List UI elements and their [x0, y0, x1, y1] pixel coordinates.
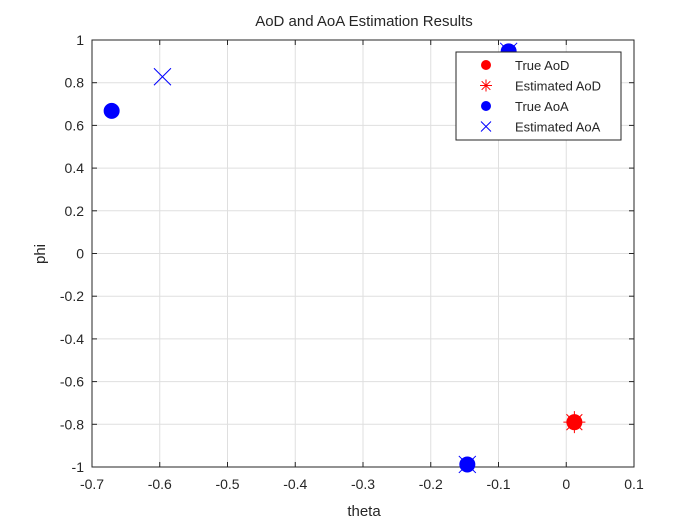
legend-marker-estimated-aod	[480, 79, 492, 92]
x-axis-label: theta	[347, 503, 381, 520]
x-tick-label: -0.5	[215, 476, 239, 492]
legend-label: True AoA	[515, 99, 569, 114]
point-estimated-aod	[563, 411, 586, 434]
y-tick-label: -1	[72, 459, 85, 475]
y-tick-label: 0.4	[65, 160, 85, 176]
y-tick-label: 0.6	[65, 117, 85, 133]
legend-marker-estimated-aoa	[480, 121, 492, 132]
legend-marker-true-aoa	[481, 101, 491, 111]
axes	[91, 39, 635, 468]
legend-label: Estimated AoD	[515, 79, 601, 94]
y-tick-label: -0.6	[60, 374, 84, 390]
grid	[91, 39, 635, 468]
legend-label: Estimated AoA	[515, 120, 601, 135]
chart-title: AoD and AoA Estimation Results	[255, 13, 473, 30]
y-tick-label: -0.2	[60, 288, 84, 304]
x-tick-label: 0	[562, 476, 570, 492]
y-axis-label: phi	[32, 244, 49, 264]
x-tick-label: -0.3	[351, 476, 375, 492]
y-tick-label: 1	[76, 32, 84, 48]
x-tick-label: 0.1	[624, 476, 644, 492]
axes-box	[91, 39, 635, 468]
tick-labels: -0.7 -0.6 -0.5 -0.4 -0.3 -0.2 -0.1 0 0.1 1 0.8 0.6 0…	[60, 32, 644, 492]
point-true-aoa	[103, 102, 120, 119]
point-estimated-aoa	[458, 455, 477, 474]
legend-marker-true-aod	[481, 60, 491, 70]
y-tick-label: 0	[76, 246, 84, 262]
y-tick-label: -0.8	[60, 416, 84, 432]
x-tick-label: -0.7	[80, 476, 104, 492]
y-tick-label: -0.4	[60, 331, 84, 347]
x-tick-label: -0.4	[283, 476, 307, 492]
x-tick-label: -0.2	[419, 476, 443, 492]
x-tick-label: -0.6	[148, 476, 172, 492]
legend: True AoD Estimated AoD True AoA Estimated A…	[455, 51, 622, 141]
point-estimated-aoa	[153, 67, 172, 86]
y-tick-label: 0.2	[65, 203, 85, 219]
x-tick-label: -0.1	[486, 476, 510, 492]
legend-label: True AoD	[515, 58, 569, 73]
y-tick-label: 0.8	[65, 75, 85, 91]
